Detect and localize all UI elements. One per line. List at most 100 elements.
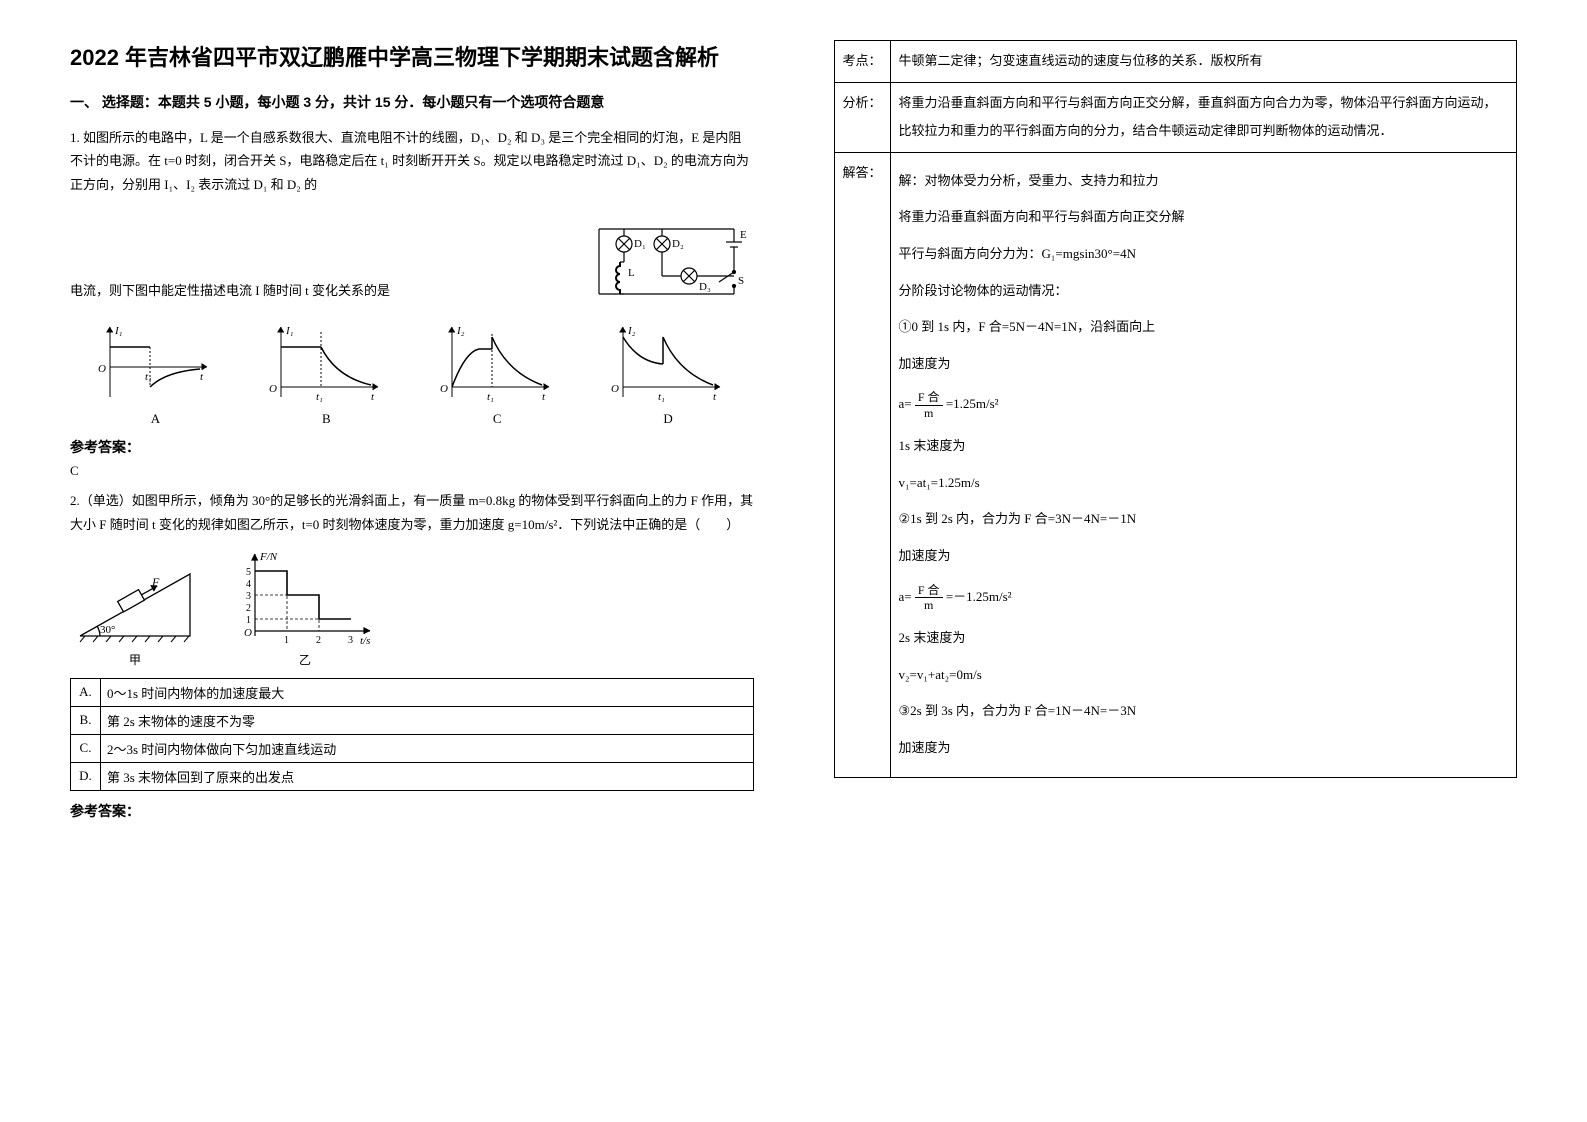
solution-line: 平行与斜面方向分力为：G₁=mgsin30°=4N (899, 240, 1508, 269)
yt5: 5 (246, 567, 251, 578)
page-title: 2022 年吉林省四平市双辽鹏雁中学高三物理下学期期末试题含解析 (70, 40, 754, 72)
t-c: t (542, 391, 546, 402)
origin-b: O (269, 383, 277, 395)
opt-text-b: 第 2s 末物体的速度不为零 (101, 706, 754, 734)
choice-b: O t₁ t I₁ B (266, 322, 386, 427)
origin-c: O (440, 383, 448, 395)
figure-b-caption: 乙 (230, 651, 380, 668)
opt-text-c: 2～3s 时间内物体做向下匀加速直线运动 (101, 734, 754, 762)
opt-key-d: D. (71, 762, 101, 790)
solution-table: 考点： 牛顿第二定律；匀变速直线运动的速度与位移的关系．版权所有 分析： 将重力… (834, 40, 1518, 778)
label-a: A (95, 411, 215, 427)
solution-equation: a= F 合m =1.25m/s² (899, 386, 1508, 424)
angle-label: 30° (100, 624, 115, 636)
q1-answer-label: 参考答案： (70, 437, 754, 457)
label-c: C (437, 411, 557, 427)
e-label: E (740, 229, 747, 241)
sol-body-3: 解：对物体受力分析，受重力、支持力和拉力将重力沿垂直斜面方向和平行与斜面方向正交… (890, 152, 1516, 777)
solution-line: 分阶段讨论物体的运动情况： (899, 277, 1508, 306)
iaxis-c: I₂ (456, 325, 465, 337)
iaxis-b: I₁ (285, 325, 294, 337)
f-label: F (151, 575, 160, 589)
sol-label-3: 解答： (834, 152, 890, 777)
table-row: 考点： 牛顿第二定律；匀变速直线运动的速度与位移的关系．版权所有 (834, 41, 1517, 83)
label-b: B (266, 411, 386, 427)
xaxis-label: t/s (360, 635, 370, 646)
figure-a-caption: 甲 (70, 651, 200, 668)
solution-line: v₂=v₁+at₂=0m/s (899, 661, 1508, 690)
xt2: 2 (316, 635, 321, 646)
left-column: 2022 年吉林省四平市双辽鹏雁中学高三物理下学期期末试题含解析 一、 选择题：… (50, 40, 794, 1082)
solution-line: v₁=at₁=1.25m/s (899, 469, 1508, 498)
iaxis-d: I₂ (627, 325, 636, 337)
q1-text-2: 电流，则下图中能定性描述电流 I 随时间 t 变化关系的是 (70, 279, 584, 302)
q1-text-1: 1. 如图所示的电路中，L 是一个自感系数很大、直流电阻不计的线圈，D₁、D₂ … (70, 130, 749, 192)
options-table: A. 0～1s 时间内物体的加速度最大 B. 第 2s 末物体的速度不为零 C.… (70, 678, 754, 791)
t1-d: t₁ (658, 391, 665, 402)
l-label: L (628, 267, 635, 279)
origin-a: O (98, 363, 106, 375)
yt4: 4 (246, 579, 251, 590)
t1-c: t₁ (487, 391, 494, 402)
solution-line: ①0 到 1s 内，F 合=5N－4N=1N，沿斜面向上 (899, 313, 1508, 342)
solution-line: 将重力沿垂直斜面方向和平行与斜面方向正交分解 (899, 203, 1508, 232)
step-graph: F/N t/s O 1 2 3 4 5 1 2 3 (230, 546, 380, 646)
sol-body-1: 牛顿第二定律；匀变速直线运动的速度与位移的关系．版权所有 (890, 41, 1516, 83)
question-2: 2.（单选）如图甲所示，倾角为 30°的足够长的光滑斜面上，有一质量 m=0.8… (70, 489, 754, 536)
solution-line: 2s 末速度为 (899, 624, 1508, 653)
choice-d: O t₁ t I₂ D (608, 322, 728, 427)
choice-graphs-row: O t₁ t I₁ A O t₁ t (70, 322, 754, 427)
right-column: 考点： 牛顿第二定律；匀变速直线运动的速度与位移的关系．版权所有 分析： 将重力… (794, 40, 1538, 1082)
yt3: 3 (246, 591, 251, 602)
choice-a: O t₁ t I₁ A (95, 322, 215, 427)
opt-key-b: B. (71, 706, 101, 734)
solution-line: 加速度为 (899, 734, 1508, 763)
sol-body-2: 将重力沿垂直斜面方向和平行与斜面方向正交分解，垂直斜面方向合力为零，物体沿平行斜… (890, 82, 1516, 152)
d1-label: D₁ (634, 238, 646, 250)
section-one-header: 一、 选择题：本题共 5 小题，每小题 3 分，共计 15 分．每小题只有一个选… (70, 92, 754, 112)
sol-label-1: 考点： (834, 41, 890, 83)
table-row: 分析： 将重力沿垂直斜面方向和平行与斜面方向正交分解，垂直斜面方向合力为零，物体… (834, 82, 1517, 152)
yt1: 1 (246, 615, 251, 626)
opt-text-d: 第 3s 末物体回到了原来的出发点 (101, 762, 754, 790)
table-row: B. 第 2s 末物体的速度不为零 (71, 706, 754, 734)
t1-a: t₁ (145, 371, 152, 383)
q2-figures: F 30° 甲 (70, 546, 754, 668)
figure-b-wrapper: F/N t/s O 1 2 3 4 5 1 2 3 乙 (230, 546, 380, 668)
xt3: 3 (348, 635, 353, 646)
table-row: 解答： 解：对物体受力分析，受重力、支持力和拉力将重力沿垂直斜面方向和平行与斜面… (834, 152, 1517, 777)
q2-answer-label: 参考答案： (70, 801, 754, 821)
solution-line: ③2s 到 3s 内，合力为 F 合=1N－4N=－3N (899, 697, 1508, 726)
s-label: S (738, 275, 744, 287)
table-row: A. 0～1s 时间内物体的加速度最大 (71, 678, 754, 706)
t-a: t (200, 371, 204, 383)
q1-answer: C (70, 463, 754, 479)
yaxis-label: F/N (259, 551, 278, 563)
solution-line: 解：对物体受力分析，受重力、支持力和拉力 (899, 167, 1508, 196)
d2-label: D₂ (672, 238, 684, 250)
iaxis-a: I₁ (114, 325, 123, 337)
figure-a-wrapper: F 30° 甲 (70, 556, 200, 668)
solution-line: 加速度为 (899, 542, 1508, 571)
solution-line: 加速度为 (899, 350, 1508, 379)
origin-d: O (611, 383, 619, 395)
xt1: 1 (284, 635, 289, 646)
t1-b: t₁ (316, 391, 323, 402)
table-row: C. 2～3s 时间内物体做向下匀加速直线运动 (71, 734, 754, 762)
solution-line: 1s 末速度为 (899, 432, 1508, 461)
circuit-diagram: D₁ D₂ D₃ L E S (584, 214, 754, 304)
t-b: t (371, 391, 375, 402)
graph-origin: O (244, 627, 252, 639)
t-d: t (713, 391, 717, 402)
opt-key-a: A. (71, 678, 101, 706)
table-row: D. 第 3s 末物体回到了原来的出发点 (71, 762, 754, 790)
question-1: 1. 如图所示的电路中，L 是一个自感系数很大、直流电阻不计的线圈，D₁、D₂ … (70, 126, 754, 196)
opt-key-c: C. (71, 734, 101, 762)
yt2: 2 (246, 603, 251, 614)
d3-label: D₃ (699, 281, 711, 293)
opt-text-a: 0～1s 时间内物体的加速度最大 (101, 678, 754, 706)
incline-figure: F 30° (70, 556, 200, 646)
choice-c: O t₁ t I₂ C (437, 322, 557, 427)
solution-line: ②1s 到 2s 内，合力为 F 合=3N－4N=－1N (899, 505, 1508, 534)
sol-label-2: 分析： (834, 82, 890, 152)
